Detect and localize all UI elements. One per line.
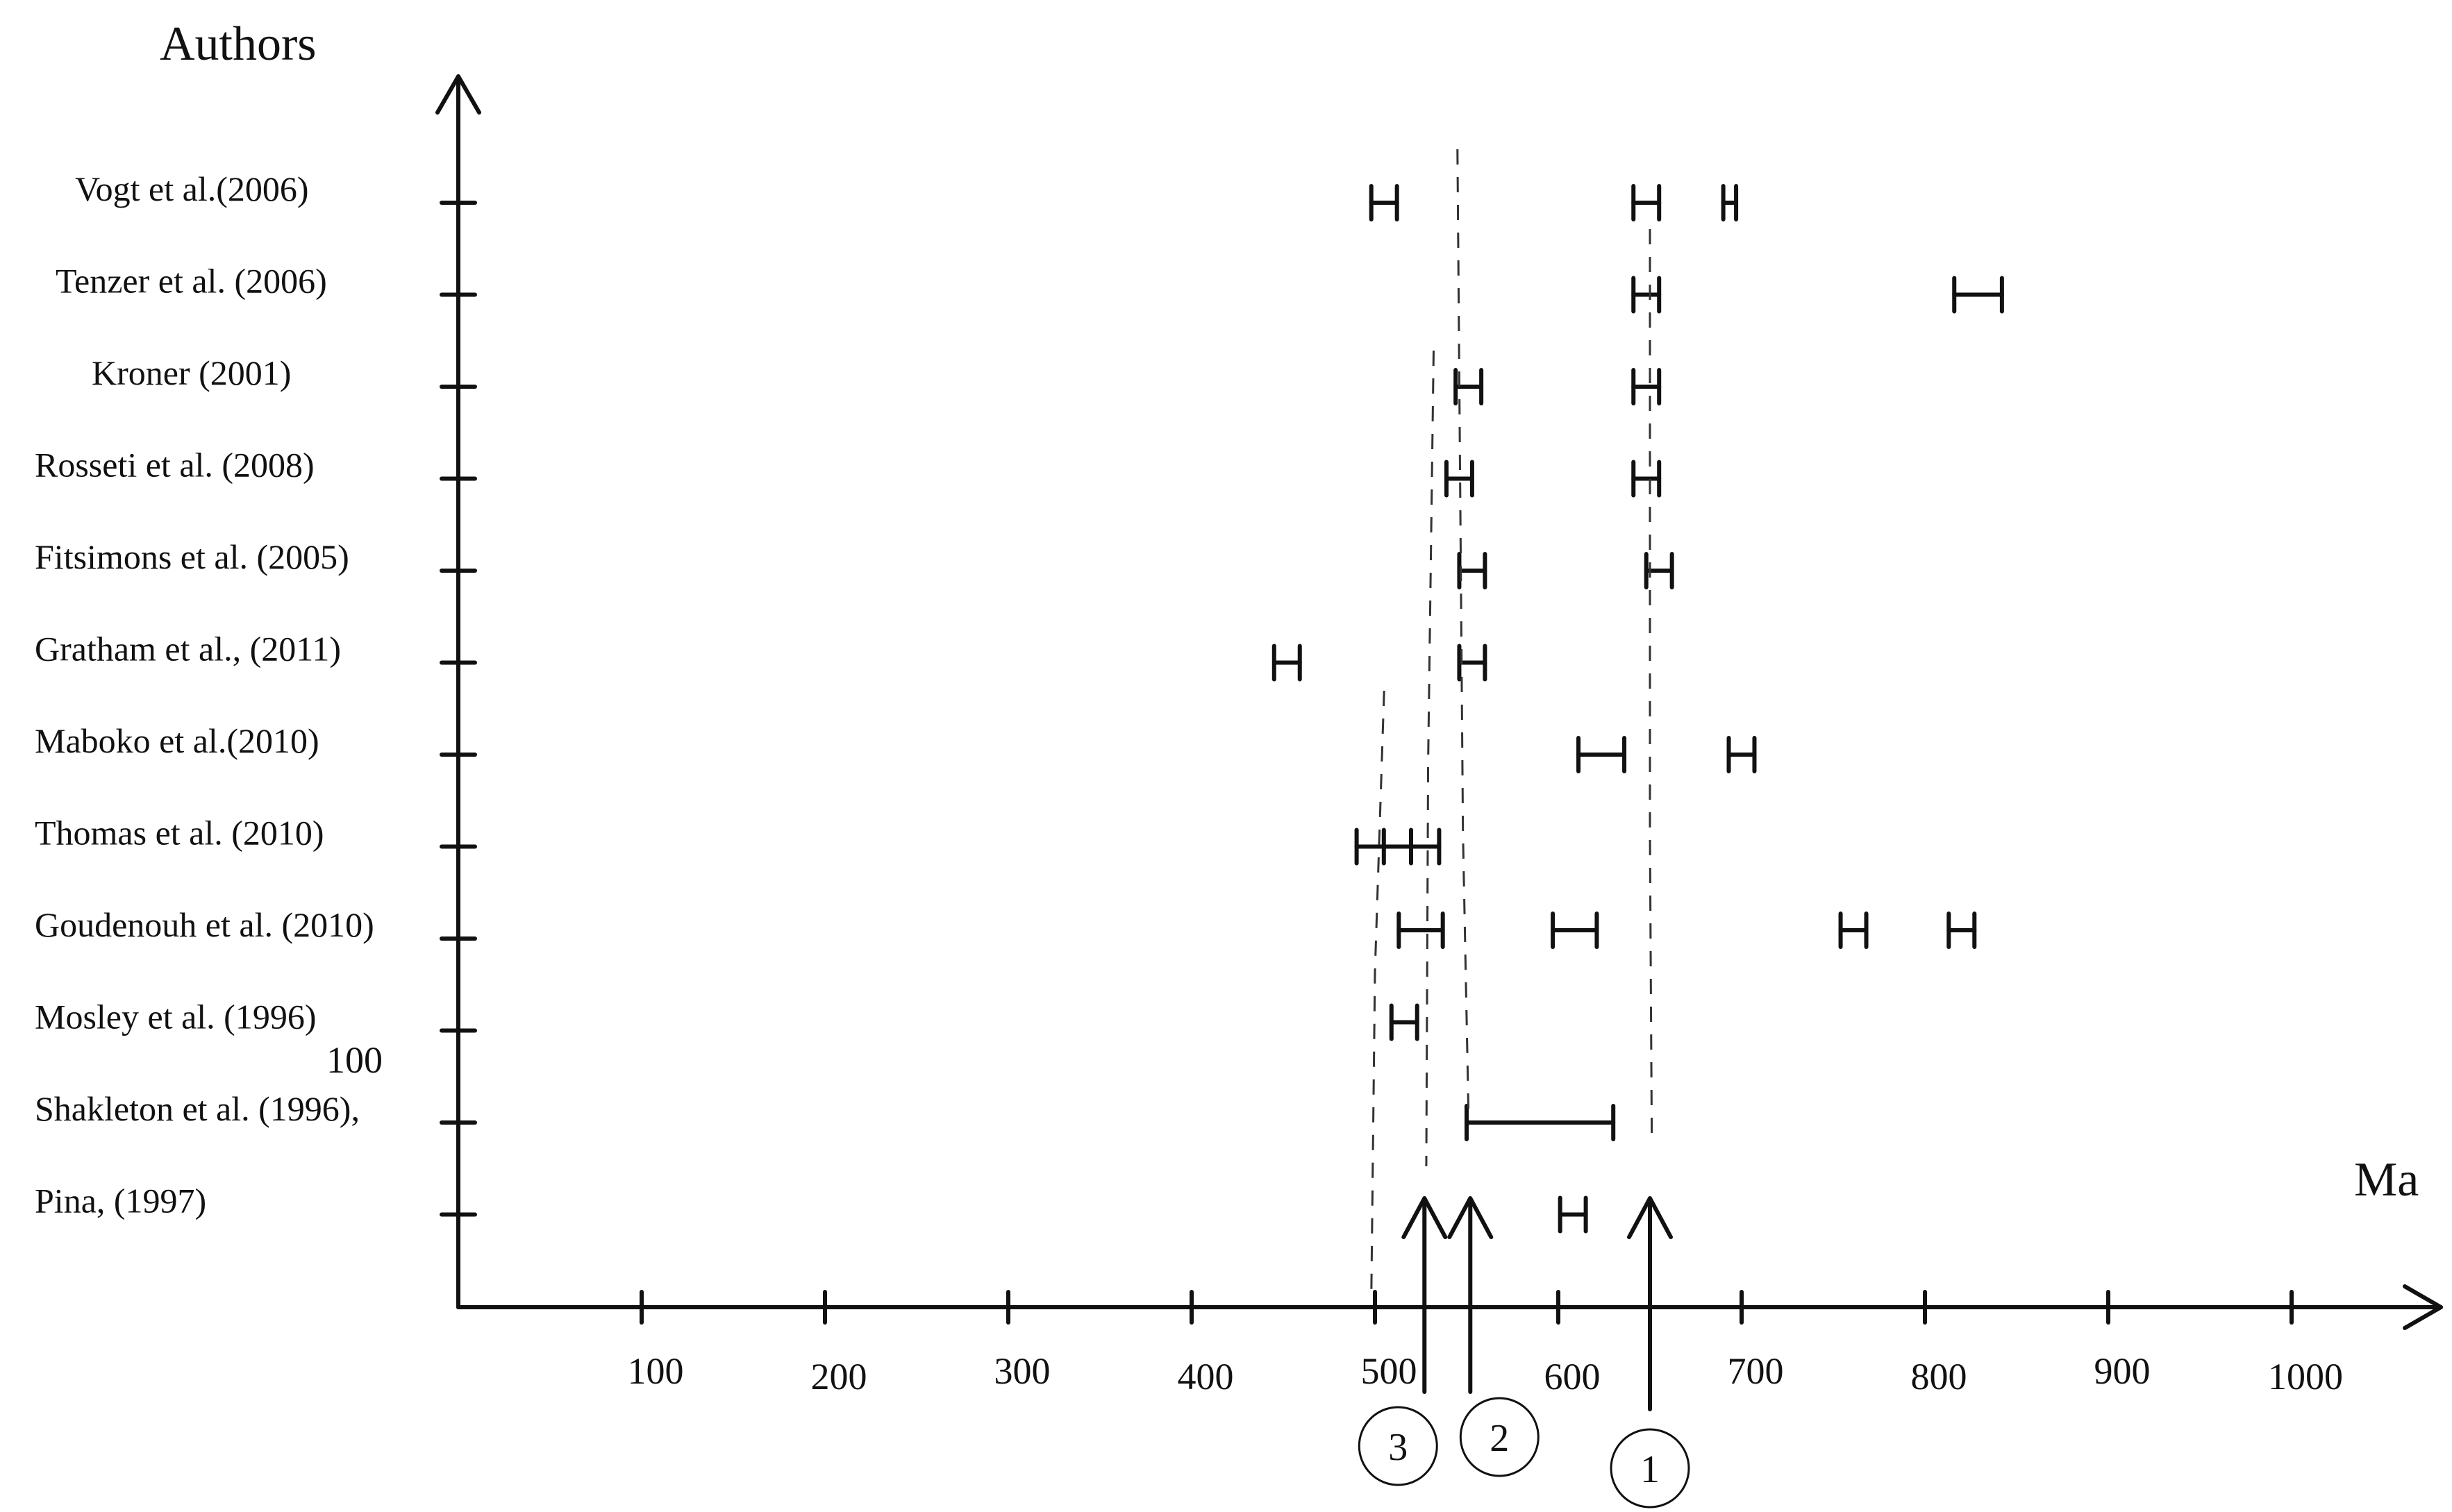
- age-range-mark: [1271, 644, 1302, 682]
- y-axis-title: Authors: [160, 17, 317, 71]
- author-label: Maboko et al.(2010): [35, 721, 319, 760]
- event-circle: [1610, 1428, 1690, 1509]
- age-range-mark: [1952, 276, 2004, 314]
- event-arrowhead: [1447, 1196, 1494, 1239]
- age-range-mark: [1946, 912, 1977, 949]
- author-label: Kroner (2001): [92, 353, 291, 392]
- age-range-mark: [1457, 552, 1487, 589]
- age-range-mark: [1631, 276, 1662, 314]
- x-tick-label: 400: [1178, 1356, 1234, 1397]
- age-range-mark: [1453, 368, 1484, 405]
- y-axis-arrowhead: [435, 74, 481, 115]
- author-label: Gratham et al., (2011): [35, 630, 341, 669]
- x-tick-label: 300: [994, 1350, 1051, 1392]
- author-label: Fitsimons et al. (2005): [35, 537, 349, 576]
- event-circle: [1459, 1397, 1540, 1477]
- x-tick-label: 800: [1911, 1356, 1967, 1397]
- x-tick-label: 1000: [2268, 1356, 2343, 1397]
- age-range-mark: [1389, 1003, 1419, 1041]
- event-number: 1: [1640, 1448, 1660, 1491]
- age-range-mark: [1369, 184, 1399, 221]
- event-circle: [1358, 1406, 1438, 1486]
- dashed-line-1: [1649, 229, 1653, 1139]
- author-label: Shakleton et al. (1996),: [35, 1089, 360, 1128]
- x-tick-label: 700: [1728, 1350, 1784, 1392]
- age-range-mark: [1457, 644, 1487, 682]
- author-label: Tenzer et al. (2006): [56, 262, 327, 301]
- event-number: 2: [1490, 1417, 1509, 1460]
- author-label: Pina, (1997): [35, 1182, 206, 1220]
- age-range-mark: [1838, 912, 1869, 949]
- x-axis-title: Ma: [2354, 1153, 2419, 1207]
- author-label: Mosley et al. (1996): [35, 998, 316, 1036]
- age-range-mark: [1354, 828, 1442, 866]
- dashed-line-2: [1456, 149, 1470, 1111]
- event-arrowhead: [1627, 1196, 1673, 1239]
- age-range-mark: [1726, 736, 1757, 773]
- author-label: Goudenouh et al. (2010): [35, 905, 374, 944]
- dashed-line-3: [1425, 350, 1435, 1167]
- age-range-mark: [1631, 460, 1662, 498]
- x-axis-arrowhead: [2403, 1284, 2443, 1330]
- age-range-mark: [1576, 736, 1627, 773]
- dashed-line-4: [1370, 690, 1385, 1299]
- event-number: 3: [1388, 1426, 1408, 1469]
- x-tick-label: 200: [811, 1356, 867, 1397]
- x-tick-label: 100: [628, 1350, 684, 1392]
- author-label: Rosseti et al. (2008): [35, 446, 315, 485]
- age-range-mark: [1721, 184, 1739, 221]
- stray-label: 100: [326, 1039, 383, 1081]
- x-tick-label: 900: [2094, 1350, 2151, 1392]
- age-range-mark: [1551, 912, 1599, 949]
- age-range-mark: [1558, 1195, 1588, 1234]
- event-arrowhead: [1401, 1196, 1448, 1239]
- age-range-mark: [1444, 460, 1474, 498]
- x-tick-label: 600: [1544, 1356, 1601, 1397]
- x-tick-label: 500: [1361, 1350, 1417, 1392]
- age-range-mark: [1465, 1104, 1616, 1141]
- age-range-mark: [1631, 184, 1662, 221]
- author-label: Thomas et al. (2010): [35, 814, 324, 852]
- age-range-mark: [1631, 368, 1662, 405]
- author-label: Vogt et al.(2006): [75, 169, 309, 208]
- age-range-mark: [1396, 912, 1445, 949]
